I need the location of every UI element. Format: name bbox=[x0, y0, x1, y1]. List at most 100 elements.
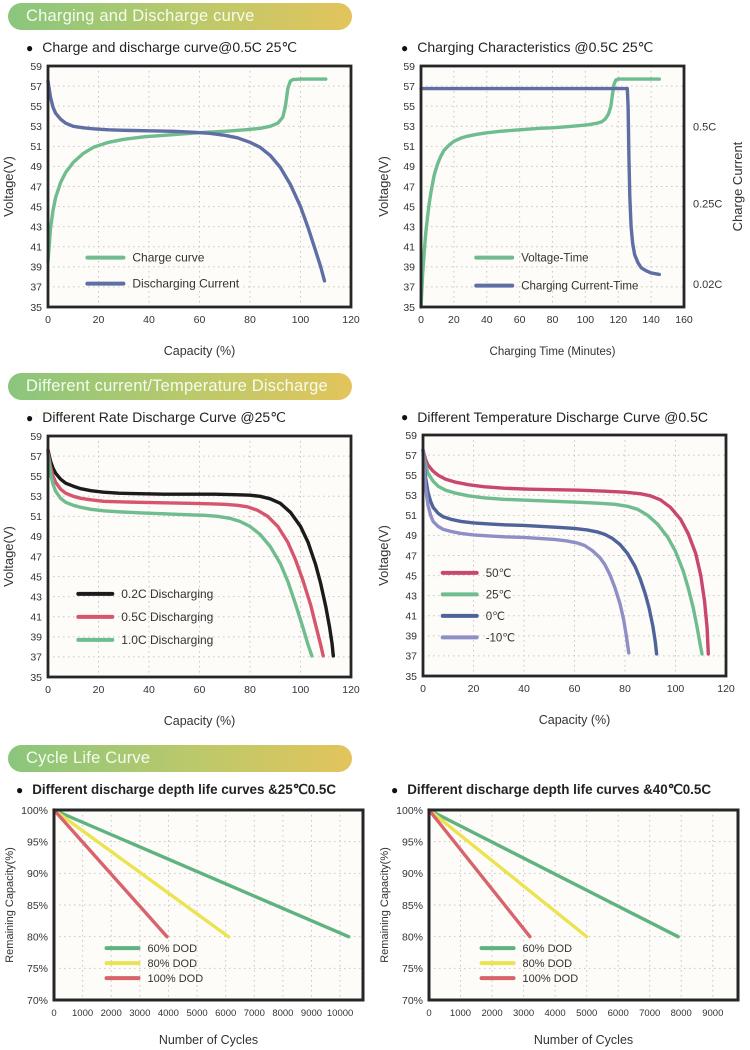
legend-label-dod-60: 60% DOD bbox=[523, 943, 573, 955]
svg-text:1000: 1000 bbox=[72, 1008, 93, 1019]
series-temp-minus10 bbox=[421, 448, 631, 655]
svg-text:39: 39 bbox=[403, 262, 415, 274]
grid bbox=[48, 436, 352, 677]
svg-text:40: 40 bbox=[518, 683, 530, 695]
svg-text:0: 0 bbox=[426, 1008, 431, 1019]
svg-text:2000: 2000 bbox=[101, 1008, 122, 1019]
series-dod-100 bbox=[427, 808, 532, 939]
svg-text:8000: 8000 bbox=[272, 1008, 293, 1019]
svg-text:37: 37 bbox=[30, 282, 42, 294]
svg-text:0: 0 bbox=[420, 683, 426, 695]
svg-text:80: 80 bbox=[244, 684, 256, 696]
svg-text:37: 37 bbox=[405, 651, 417, 663]
plot-frame bbox=[46, 434, 353, 679]
svg-text:43: 43 bbox=[405, 591, 417, 603]
legend-label-0.5c-discharging: 0.5C Discharging bbox=[121, 610, 213, 624]
series-dod-60 bbox=[52, 808, 351, 939]
svg-text:49: 49 bbox=[30, 531, 42, 543]
svg-text:90%: 90% bbox=[402, 868, 423, 880]
x-axis-ticks: 0 1000 2000 3000 4000 5000 6000 7000 8000 9000 bbox=[426, 1008, 723, 1019]
figure-temperature-discharge: ● Different Temperature Discharge Curve … bbox=[375, 400, 750, 731]
x-axis-label: Charging Time (Minutes) bbox=[490, 346, 616, 358]
svg-text:47: 47 bbox=[30, 551, 42, 563]
svg-text:160: 160 bbox=[675, 314, 693, 326]
svg-text:4000: 4000 bbox=[158, 1008, 179, 1019]
plot-frame bbox=[427, 808, 740, 1002]
chart-canvas-cycle-life-40c: 0 1000 2000 3000 4000 5000 6000 7000 8000 9000 70%… bbox=[379, 805, 740, 1047]
svg-text:41: 41 bbox=[405, 611, 417, 623]
svg-text:53: 53 bbox=[403, 121, 415, 133]
bullet-icon: ● bbox=[26, 410, 34, 425]
svg-text:0: 0 bbox=[418, 314, 424, 326]
chart-title-text: Charge and discharge curve@0.5C 25℃ bbox=[42, 39, 298, 55]
svg-text:80: 80 bbox=[619, 683, 631, 695]
x-axis-label: Capacity (%) bbox=[539, 713, 611, 727]
svg-text:57: 57 bbox=[30, 451, 42, 463]
svg-text:1000: 1000 bbox=[450, 1008, 471, 1019]
chart-title-text: Different Rate Discharge Curve @25℃ bbox=[42, 409, 286, 425]
section-header-discharge-curves: Different current/Temperature Discharge … bbox=[8, 373, 352, 422]
chart-title-temperature-discharge: ● Different Temperature Discharge Curve … bbox=[401, 409, 750, 425]
series-1.0c-discharging bbox=[46, 452, 314, 658]
svg-text:80%: 80% bbox=[402, 932, 423, 944]
bullet-icon: ● bbox=[26, 40, 34, 55]
svg-text:43: 43 bbox=[30, 222, 42, 234]
legend-label-dod-80: 80% DOD bbox=[523, 958, 573, 970]
series-voltage-time bbox=[419, 77, 661, 309]
series-temp-25 bbox=[421, 448, 704, 656]
x-axis-label: Capacity (%) bbox=[164, 344, 236, 358]
svg-text:2000: 2000 bbox=[482, 1008, 503, 1019]
y-axis-label: Voltage(V) bbox=[1, 156, 16, 217]
legend: Voltage-Time Charging Current-Time bbox=[474, 253, 638, 293]
chart-title-text: Charging Characteristics @0.5C 25℃ bbox=[417, 39, 654, 55]
series-temp-0 bbox=[421, 448, 659, 656]
svg-text:120: 120 bbox=[717, 683, 735, 695]
plot-frame bbox=[46, 64, 353, 309]
svg-text:0.5C: 0.5C bbox=[693, 121, 716, 133]
section-cycle-life: Cycle Life Curve ● Different discharge d… bbox=[0, 745, 750, 1050]
svg-text:40: 40 bbox=[481, 314, 493, 326]
y-axis-ticks: 35 37 39 41 43 45 47 49 51 53 55 57 59 bbox=[30, 61, 42, 314]
legend: Charge curve Discharging Current bbox=[85, 251, 240, 291]
y-axis-ticks: 70% 75% 80% 85% 90% 95% 100% bbox=[396, 805, 423, 1007]
x-axis-ticks: 0 20 40 60 80 100 120 140 160 bbox=[418, 314, 693, 326]
svg-text:45: 45 bbox=[30, 571, 42, 583]
x-axis-ticks: 0 1000 2000 3000 4000 5000 6000 7000 8000 9000 100… bbox=[51, 1008, 353, 1019]
svg-text:8000: 8000 bbox=[671, 1008, 692, 1019]
svg-text:100%: 100% bbox=[21, 805, 48, 817]
x-axis-label: Number of Cycles bbox=[534, 1033, 633, 1047]
svg-text:37: 37 bbox=[403, 282, 415, 294]
plot-frame bbox=[419, 64, 686, 309]
svg-text:35: 35 bbox=[403, 302, 415, 314]
legend-label-temp-25: 25℃ bbox=[486, 589, 512, 601]
svg-text:55: 55 bbox=[30, 101, 42, 113]
legend-label-temp-minus10: -10℃ bbox=[486, 632, 516, 644]
chart-title-charge-discharge: ● Charge and discharge curve@0.5C 25℃ bbox=[26, 39, 375, 56]
x-axis-ticks: 0 20 40 60 80 100 120 bbox=[420, 683, 735, 695]
svg-text:9000: 9000 bbox=[702, 1008, 723, 1019]
svg-text:70%: 70% bbox=[27, 995, 48, 1007]
chart-canvas-temperature-discharge: 0 20 40 60 80 100 120 35 37 39 41 43 45 47 49 51 53 55 57 5… bbox=[376, 430, 735, 727]
svg-text:55: 55 bbox=[403, 101, 415, 113]
legend-label-temp-50: 50℃ bbox=[486, 568, 512, 580]
svg-text:51: 51 bbox=[30, 511, 42, 523]
svg-text:5000: 5000 bbox=[187, 1008, 208, 1019]
chart-title-text: Different Temperature Discharge Curve @0… bbox=[417, 409, 708, 425]
svg-text:51: 51 bbox=[403, 141, 415, 153]
legend-label-0.2c-discharging: 0.2C Discharging bbox=[121, 587, 213, 601]
svg-text:57: 57 bbox=[405, 450, 417, 462]
grid bbox=[429, 810, 738, 1000]
series-charge-curve bbox=[46, 77, 328, 264]
svg-text:60: 60 bbox=[514, 314, 526, 326]
svg-text:20: 20 bbox=[468, 683, 480, 695]
svg-text:60: 60 bbox=[569, 683, 581, 695]
bullet-icon: ● bbox=[401, 410, 409, 424]
legend-label-temp-0: 0℃ bbox=[486, 611, 505, 623]
svg-text:20: 20 bbox=[448, 314, 460, 326]
svg-text:47: 47 bbox=[30, 181, 42, 193]
svg-text:0.25C: 0.25C bbox=[693, 199, 722, 211]
y-axis-label: Remaining Capacity(%) bbox=[4, 847, 16, 963]
svg-text:40: 40 bbox=[143, 684, 155, 696]
series-dod-80 bbox=[427, 808, 589, 939]
svg-text:35: 35 bbox=[405, 671, 417, 683]
